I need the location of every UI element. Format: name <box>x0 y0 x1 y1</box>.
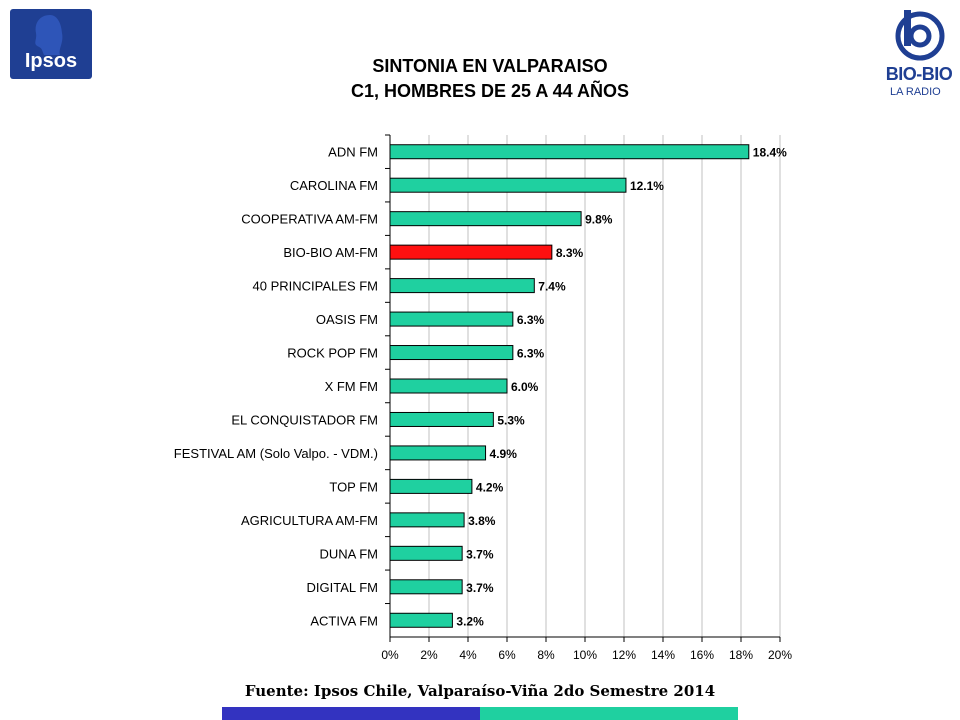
bar <box>389 144 750 160</box>
chart-title-block: SINTONIA EN VALPARAISO C1, HOMBRES DE 25… <box>265 54 715 104</box>
category-label: EL CONQUISTADOR FM <box>231 412 378 427</box>
bar <box>389 545 463 561</box>
bar <box>389 445 487 461</box>
value-label: 6.3% <box>517 347 545 361</box>
value-label: 18.4% <box>753 146 787 160</box>
category-label: ROCK POP FM <box>287 346 378 361</box>
x-tick-label: 4% <box>459 648 477 662</box>
x-tick-label: 0% <box>381 648 399 662</box>
category-label: DUNA FM <box>320 546 379 561</box>
value-label: 4.9% <box>490 447 518 461</box>
x-tick-label: 12% <box>612 648 636 662</box>
x-tick-label: 20% <box>768 648 792 662</box>
value-label: 5.3% <box>497 413 525 427</box>
chart-bars <box>389 144 750 628</box>
x-tick-label: 14% <box>651 648 675 662</box>
bar <box>389 378 508 394</box>
bar <box>389 411 494 427</box>
x-tick-label: 8% <box>537 648 555 662</box>
value-label: 3.7% <box>466 581 494 595</box>
category-label: BIO-BIO AM-FM <box>283 245 378 260</box>
stripe-green-segment <box>480 707 738 720</box>
biobio-logo: BIO-BIO LA RADIO <box>884 8 954 98</box>
category-label: CAROLINA FM <box>290 178 378 193</box>
value-label: 6.3% <box>517 313 545 327</box>
bar <box>389 278 535 294</box>
chart-labels: 0% 2% 4% 6% 8% 10% 12% 14% 16% 18% 20% ADN FM 18.4% C… <box>174 145 793 662</box>
ipsos-logo-text: Ipsos <box>24 50 78 72</box>
biobio-logo-name: BIO-BIO <box>885 64 953 84</box>
category-label: FESTIVAL AM (Solo Valpo. - VDM.) <box>174 446 378 461</box>
x-tick-label: 18% <box>729 648 753 662</box>
bar <box>389 177 627 193</box>
category-label: ADN FM <box>328 145 378 160</box>
value-label: 6.0% <box>511 380 539 394</box>
value-label: 7.4% <box>538 280 566 294</box>
value-label: 3.2% <box>456 614 484 628</box>
value-label: 8.3% <box>556 246 584 260</box>
x-tick-label: 2% <box>420 648 438 662</box>
chart-title: SINTONIA EN VALPARAISO <box>372 56 608 76</box>
bar <box>389 612 453 628</box>
bar <box>389 345 514 361</box>
bar-highlight <box>389 244 553 260</box>
chart-subtitle: C1, HOMBRES DE 25 A 44 AÑOS <box>350 81 630 101</box>
x-tick-label: 16% <box>690 648 714 662</box>
category-label: COOPERATIVA AM-FM <box>241 212 378 227</box>
x-tick-label: 10% <box>573 648 597 662</box>
category-label: ACTIVA FM <box>310 613 378 628</box>
value-label: 12.1% <box>630 179 664 193</box>
bar <box>389 478 473 494</box>
value-label: 3.7% <box>466 547 494 561</box>
bar <box>389 512 465 528</box>
value-label: 4.2% <box>476 480 504 494</box>
stripe-blue-segment <box>222 707 480 720</box>
x-tick-label: 6% <box>498 648 516 662</box>
category-label: TOP FM <box>329 479 378 494</box>
category-label: X FM FM <box>325 379 378 394</box>
value-label: 3.8% <box>468 514 496 528</box>
bar <box>389 211 582 227</box>
category-label: 40 PRINCIPALES FM <box>253 279 378 294</box>
source-note: Fuente: Ipsos Chile, Valparaíso-Viña 2do… <box>244 682 716 700</box>
value-label: 9.8% <box>585 213 613 227</box>
bar <box>389 311 514 327</box>
biobio-logo-sub: LA RADIO <box>890 86 941 98</box>
bar <box>389 579 463 595</box>
biobio-b-icon <box>895 10 945 61</box>
ipsos-head-icon <box>35 15 63 55</box>
ipsos-logo: Ipsos <box>10 9 92 79</box>
category-label: OASIS FM <box>316 312 378 327</box>
chart-axes <box>385 134 781 642</box>
category-label: DIGITAL FM <box>307 580 379 595</box>
bottom-color-stripe <box>222 707 738 720</box>
category-label: AGRICULTURA AM-FM <box>241 513 378 528</box>
